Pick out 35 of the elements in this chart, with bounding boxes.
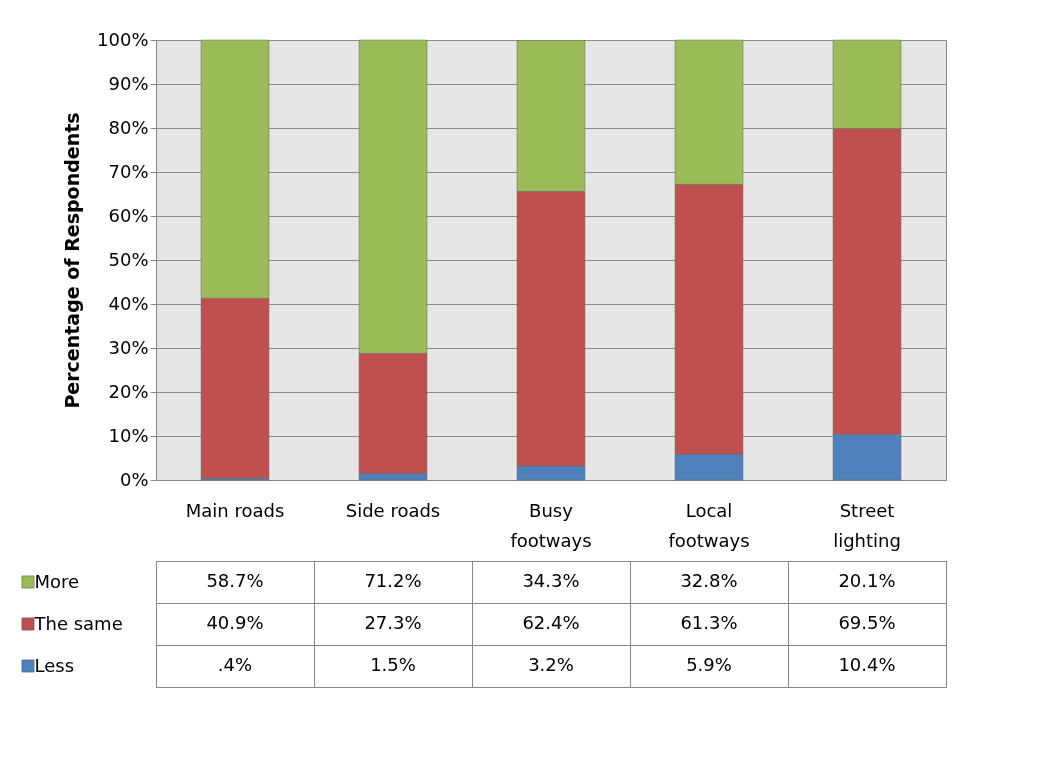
data-label: 20.1%: [838, 570, 896, 591]
data-label: .4%: [217, 654, 253, 675]
legend-label: The same: [33, 612, 123, 634]
y-tick-label: 80%: [108, 116, 149, 138]
data-label: 3.2%: [528, 654, 574, 675]
data-label: 62.4%: [522, 612, 580, 633]
y-tick-label: 70%: [108, 160, 149, 182]
y-tick-label: 20%: [108, 380, 149, 402]
data-label: 10.4%: [838, 654, 896, 675]
legend-label: More: [34, 570, 80, 592]
y-tick-label: 0%: [119, 468, 149, 490]
y-tick-label: 90%: [108, 72, 149, 94]
x-tick-label: Local footways: [668, 499, 750, 551]
x-tick-label: Busy footways: [510, 499, 592, 551]
y-tick-label: 10%: [108, 424, 149, 446]
data-label: 34.3%: [522, 570, 580, 591]
y-tick-label: 60%: [108, 204, 149, 226]
data-label: 27.3%: [364, 612, 422, 633]
data-label: 40.9%: [206, 612, 264, 633]
legend-label: Less: [34, 654, 75, 676]
x-tick-label: Street lighting: [833, 499, 901, 551]
data-label: 5.9%: [686, 654, 732, 675]
data-label: 1.5%: [370, 654, 416, 675]
data-label: 32.8%: [680, 570, 738, 591]
y-tick-label: 100%: [97, 28, 149, 50]
data-label: 61.3%: [680, 612, 738, 633]
x-tick-label: Main roads: [185, 499, 285, 521]
data-label: 58.7%: [206, 570, 264, 591]
y-axis-title: Percentage of Respondents: [61, 112, 84, 409]
y-tick-label: 40%: [108, 292, 149, 314]
x-tick-label: Side roads: [345, 499, 441, 521]
data-label: 71.2%: [364, 570, 422, 591]
data-label: 69.5%: [838, 612, 896, 633]
y-tick-label: 50%: [108, 248, 149, 270]
y-tick-label: 30%: [108, 336, 149, 358]
